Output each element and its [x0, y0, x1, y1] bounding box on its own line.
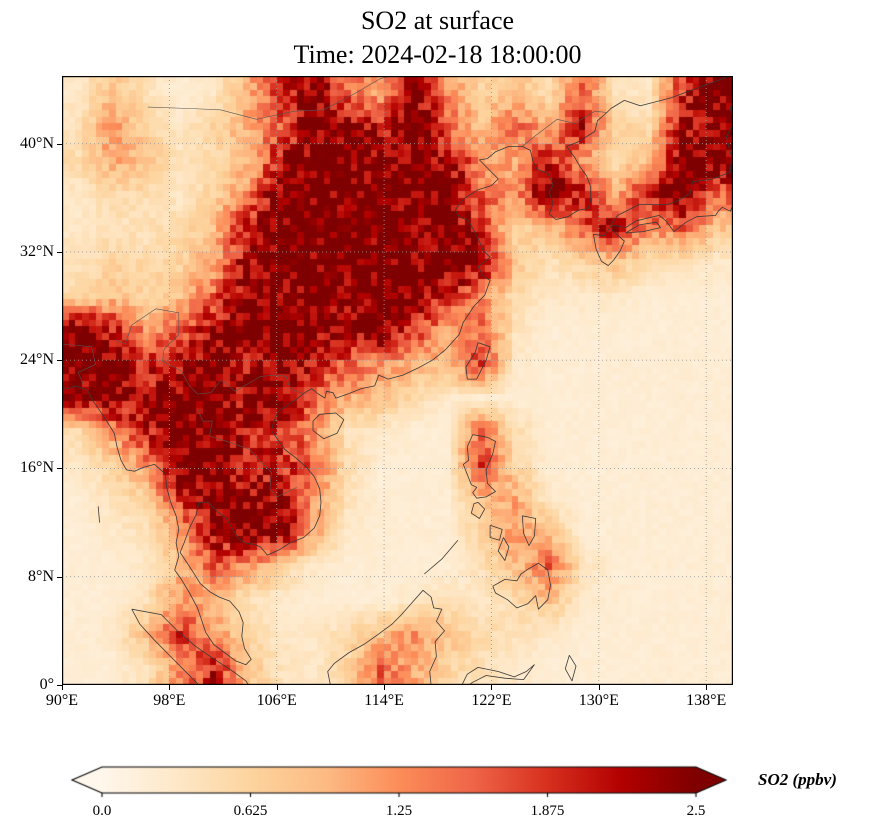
- x-tick-label: 122°E: [471, 692, 512, 709]
- colorbar-tick-label: 2.5: [686, 803, 706, 819]
- y-tick-label: 16°N: [20, 459, 54, 477]
- colorbar-tick-label: 1.25: [385, 803, 413, 819]
- x-tick-label: 138°E: [686, 692, 727, 709]
- colorbar-label: SO2 (ppbv): [758, 770, 837, 789]
- x-tick-mark: [62, 685, 63, 690]
- x-tick-label: 98°E: [153, 692, 186, 709]
- y-tick-label: 32°N: [20, 242, 54, 260]
- y-tick-mark: [57, 251, 62, 253]
- y-tick-mark: [57, 685, 62, 686]
- colorbar-tick-label: 0.0: [92, 803, 112, 819]
- colorbar-tick-label: 1.875: [530, 803, 565, 819]
- x-tick-label: 114°E: [364, 692, 404, 709]
- y-tick-mark: [57, 468, 62, 470]
- colorbar: [70, 764, 730, 800]
- y-tick-mark: [57, 360, 62, 362]
- x-tick-mark: [598, 685, 600, 690]
- map-panel: [62, 76, 733, 685]
- x-tick-mark: [276, 685, 278, 690]
- so2-heatmap: [62, 76, 733, 685]
- x-tick-mark: [706, 685, 708, 690]
- y-tick-label: 8°N: [28, 567, 54, 585]
- chart-title: SO2 at surface: [360, 6, 515, 35]
- x-tick-label: 106°E: [256, 692, 297, 709]
- x-tick-label: 130°E: [578, 692, 619, 709]
- map-overlay: [62, 76, 733, 685]
- y-tick-label: 0°: [39, 676, 54, 693]
- x-tick-mark: [491, 685, 493, 690]
- x-tick-label: 90°E: [45, 692, 79, 709]
- y-tick-mark: [57, 143, 62, 145]
- x-tick-mark: [169, 685, 171, 690]
- chart-subtitle: Time: 2024-02-18 18:00:00: [293, 40, 582, 69]
- x-tick-mark: [384, 685, 386, 690]
- y-tick-label: 24°N: [20, 351, 54, 369]
- y-tick-mark: [57, 576, 62, 578]
- y-tick-label: 40°N: [20, 134, 54, 152]
- colorbar-tick-label: 0.625: [233, 803, 268, 819]
